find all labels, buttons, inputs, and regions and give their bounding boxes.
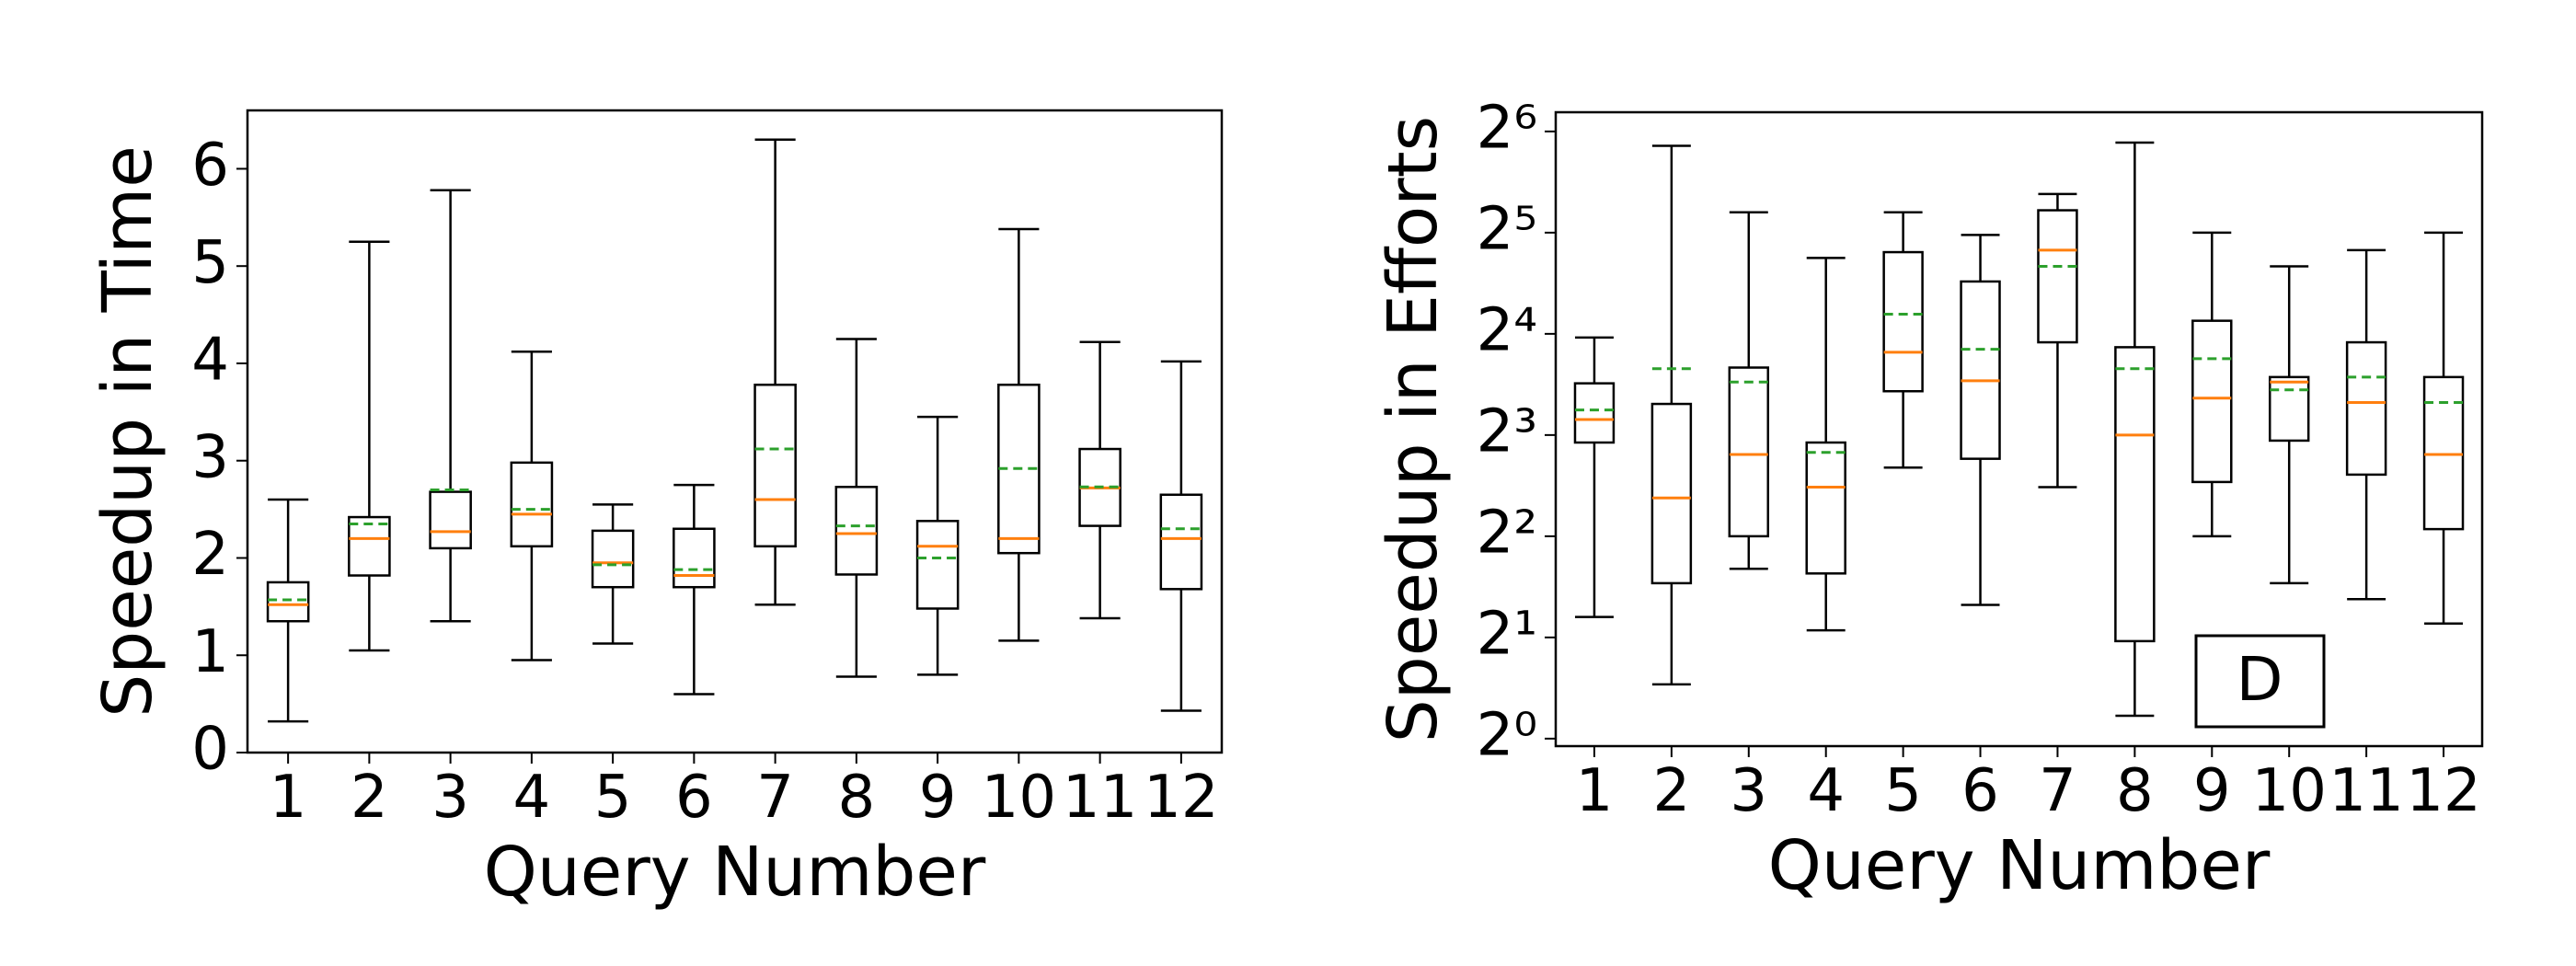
x-tick-label: 5: [594, 764, 632, 832]
x-tick-label: 8: [838, 764, 876, 832]
x-tick-label: 4: [513, 764, 551, 832]
x-tick-label: 3: [431, 764, 469, 832]
box: [2345, 340, 2387, 477]
annotation-box: [2194, 634, 2326, 729]
x-axis-label: Query Number: [484, 833, 986, 912]
box: [1650, 402, 1693, 585]
box: [1960, 280, 2001, 460]
y-tick-label: 4: [191, 327, 229, 395]
y-tick-label: 2²: [1477, 499, 1537, 567]
y-axis-label: Speedup in Efforts: [1374, 116, 1453, 742]
box: [834, 486, 879, 576]
x-tick-label: 7: [756, 764, 794, 832]
box: [2114, 346, 2156, 643]
box: [2268, 375, 2310, 443]
y-tick-label: 5: [191, 229, 229, 297]
y-tick-label: 2⁴: [1477, 296, 1537, 364]
box: [1573, 382, 1616, 444]
box: [266, 581, 310, 623]
x-tick-label: 1: [1576, 757, 1614, 825]
x-tick-label: 10: [982, 764, 1056, 832]
x-axis-label: Query Number: [1768, 826, 2271, 905]
x-tick-label: 12: [1144, 764, 1218, 832]
x-tick-label: 2: [351, 764, 388, 832]
box: [1728, 366, 1770, 538]
box: [1805, 441, 1846, 575]
y-tick-label: 2⁵: [1477, 195, 1537, 263]
x-tick-label: 1: [270, 764, 307, 832]
y-axis-label: Speedup in Time: [88, 145, 167, 717]
box: [2422, 375, 2465, 531]
y-tick-label: 2¹: [1477, 600, 1537, 668]
x-tick-label: 12: [2406, 757, 2480, 825]
x-tick-label: 6: [675, 764, 713, 832]
box: [2037, 209, 2078, 344]
plot-frame: [1554, 110, 2484, 748]
y-tick-label: 3: [191, 423, 229, 491]
y-tick-label: 2³: [1477, 397, 1537, 466]
box: [429, 490, 472, 550]
x-tick-label: 11: [2329, 757, 2403, 825]
x-tick-label: 9: [919, 764, 957, 832]
x-tick-label: 2: [1653, 757, 1691, 825]
box: [1159, 493, 1203, 591]
x-tick-label: 3: [1730, 757, 1767, 825]
box: [753, 383, 797, 548]
x-tick-label: 10: [2251, 757, 2326, 825]
y-tick-label: 0: [191, 716, 229, 784]
x-tick-label: 7: [2039, 757, 2076, 825]
box: [673, 527, 716, 589]
x-tick-label: 6: [1961, 757, 1999, 825]
box: [2191, 319, 2233, 484]
annotation: D: [2237, 644, 2283, 715]
x-tick-label: 8: [2116, 757, 2154, 825]
box: [915, 520, 960, 610]
x-tick-label: 9: [2193, 757, 2231, 825]
box: [510, 461, 554, 548]
y-tick-label: 2⁰: [1477, 701, 1537, 769]
x-tick-label: 5: [1884, 757, 1922, 825]
y-tick-label: 2⁶: [1477, 94, 1537, 162]
y-tick-label: 1: [191, 618, 229, 686]
box: [1882, 250, 1924, 393]
y-tick-label: 2: [191, 521, 229, 589]
box: [348, 515, 391, 577]
x-tick-label: 4: [1807, 757, 1845, 825]
y-tick-label: 6: [191, 132, 229, 200]
x-tick-label: 11: [1063, 764, 1137, 832]
box: [591, 529, 635, 589]
plot-frame: [246, 109, 1224, 754]
